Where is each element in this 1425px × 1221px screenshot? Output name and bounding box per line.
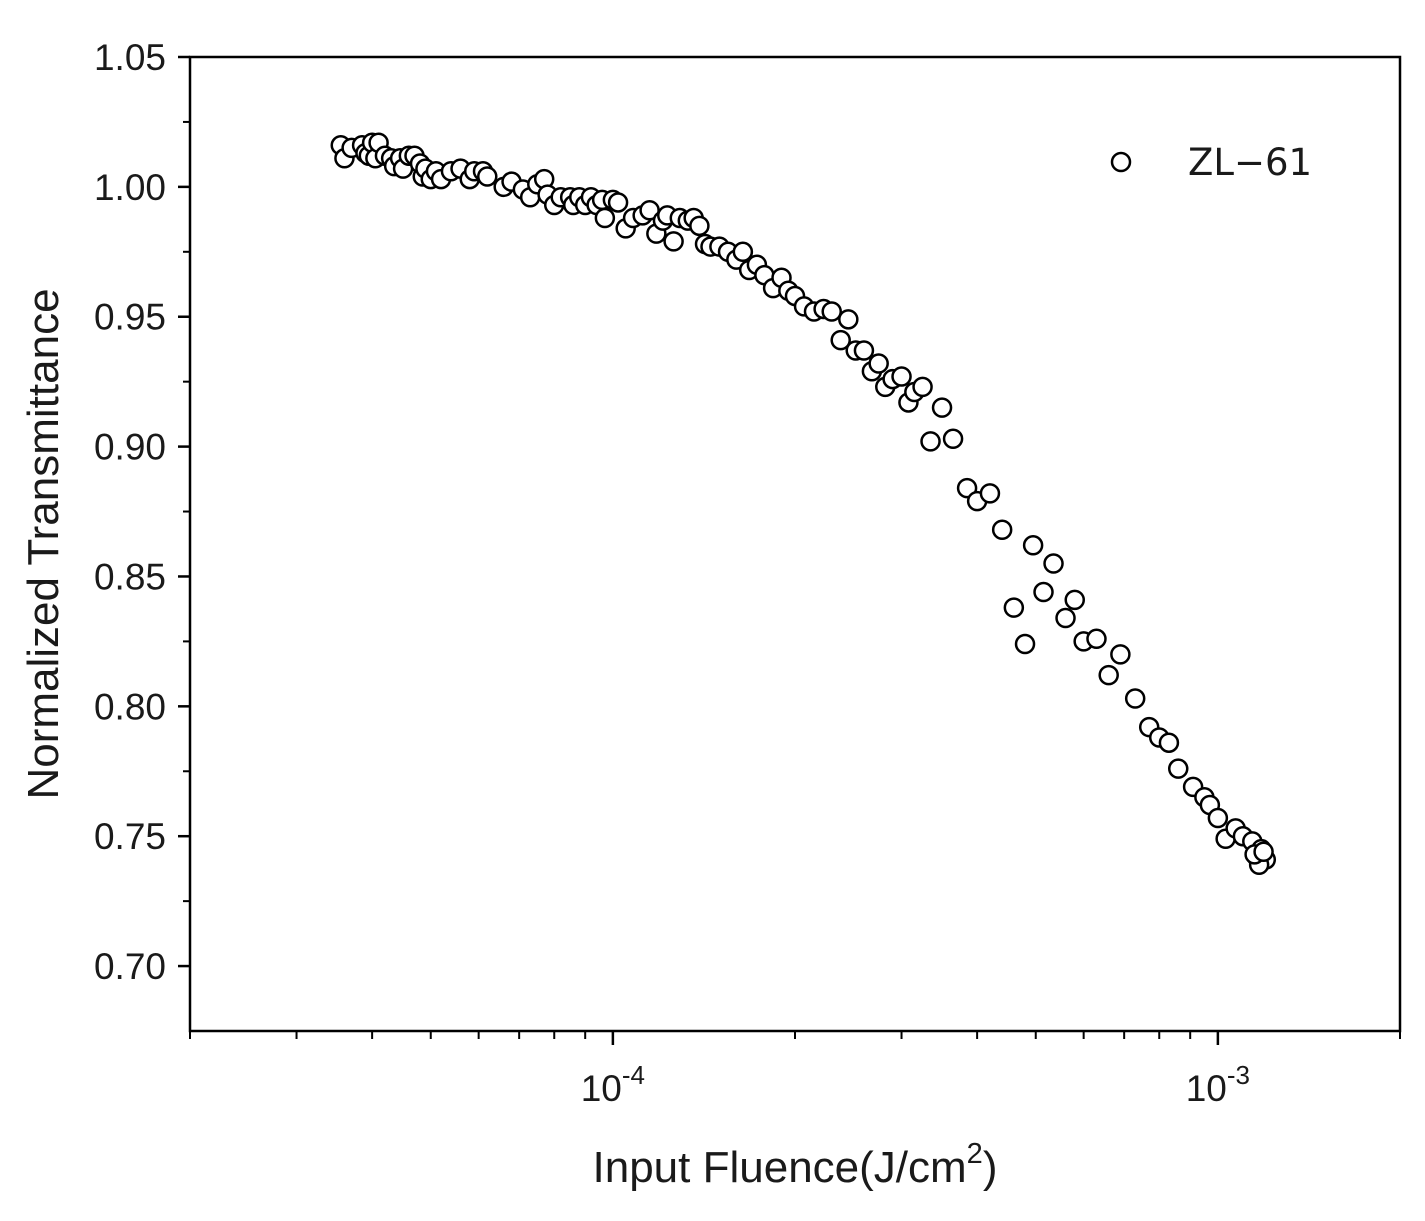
data-point [1043,553,1064,574]
data-points [330,132,1277,876]
data-point [1014,633,1036,655]
y-tick-label: 1.00 [94,167,166,208]
x-axis-title-superscript: 2 [967,1138,983,1170]
data-point [1022,535,1044,556]
data-point [1003,597,1025,618]
x-tick-label: 10-4 [581,1060,645,1109]
data-point [991,519,1013,540]
x-axis-title-end: ) [983,1143,998,1192]
data-point [732,241,754,263]
data-point [891,366,912,387]
y-tick-label: 0.70 [94,946,166,987]
data-point [868,353,889,374]
x-axis-title-main: Input Fluence(J/cm [593,1143,967,1192]
data-point [838,309,859,330]
data-point [1253,841,1274,863]
data-point [920,431,941,452]
data-point [1055,607,1076,629]
data-point [1124,688,1146,709]
data-point [853,340,875,361]
x-axis-ticks: 10-4 10-3 [189,1031,1401,1109]
data-point [1064,589,1086,611]
x-axis-title: Input Fluence(J/cm2) [593,1138,998,1192]
data-point [1158,732,1180,753]
data-point [931,397,953,418]
data-point [942,428,964,450]
data-point [1207,807,1229,829]
data-point [1033,581,1054,603]
y-tick-label: 0.80 [94,686,166,727]
data-point [830,329,851,351]
x-tick-label: 10-3 [1186,1060,1250,1109]
y-tick-label: 0.90 [94,427,166,468]
data-point [1167,758,1189,779]
legend-label: ZL−61 [1188,141,1312,184]
y-axis-ticks: 0.70 0.75 0.80 0.85 0.90 0.95 1.00 1.05 [94,37,190,987]
data-point [689,215,710,237]
data-point [663,231,684,252]
y-tick-label: 0.85 [94,556,166,597]
plot-frame [188,55,1402,1033]
legend-marker [1110,151,1132,173]
data-point [912,376,933,398]
data-point [1086,628,1107,650]
data-point [1098,664,1119,686]
data-point [821,301,842,322]
data-point [979,483,1001,504]
legend: ZL−61 [1110,141,1312,184]
data-point [1110,644,1131,665]
y-tick-label: 0.95 [94,297,166,338]
data-point [607,192,629,213]
y-tick-label: 0.75 [94,816,166,857]
data-point [594,207,616,229]
y-axis-title: Normalized Transmittance [19,288,68,799]
y-tick-label: 1.05 [94,37,166,78]
data-point [477,166,498,187]
